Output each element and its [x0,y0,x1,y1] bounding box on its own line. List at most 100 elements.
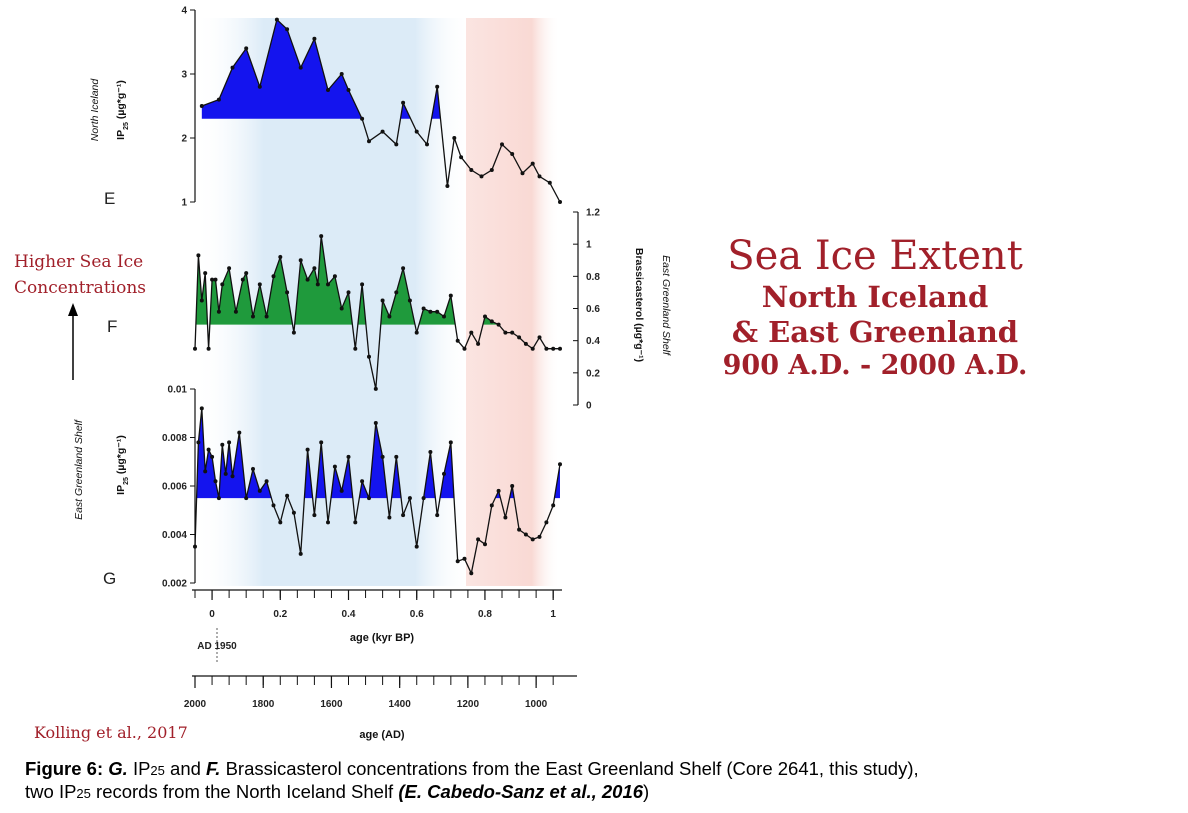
overlay-title-main: Sea Ice Extent [727,233,1023,279]
panel-g-fill-segment [304,449,313,499]
panel-g-fill-segment [315,442,326,499]
panel-g-data-point [462,556,467,561]
panel-g-data-point [442,471,446,476]
panel-f-data-point [367,354,371,359]
panel-g-data-point [319,440,324,445]
panel-e-letter: E [104,189,115,208]
panel-f-data-point [339,306,344,311]
kyr-tick-label: 0.8 [478,609,492,620]
panel-f-ytick-label: 1 [586,240,592,251]
panel-f-fill-segment [419,295,456,325]
x-axis-age-ad: 2000 1800 1600 1400 1200 1000 age (AD) [184,675,577,741]
panel-f-data-point [510,330,515,335]
panel-g-fill-segment [440,442,455,499]
panel-g-data-point [421,496,426,501]
panel-g-fill-segment [423,452,436,499]
panel-e-data-point [230,65,235,70]
panel-e-data-point [520,171,525,176]
panel-e-points [199,17,562,204]
panel-f-ylabel-region: East Greenland Shelf [660,255,672,356]
panel-e-fill-segment [431,86,441,119]
panel-g-data-point [244,496,249,501]
panel-f-data-point [216,309,221,314]
panel-e-ylabel: IP25 (µg*g⁻¹) [115,80,130,140]
panel-g-ytick-label: 0.004 [162,530,187,541]
panel-f-data-point [319,234,324,239]
panel-g-ytick-label: 0.006 [162,482,187,493]
overlay-title-block: Sea Ice Extent North Iceland & East Gree… [700,232,1050,382]
panel-e-ytick-label: 2 [181,134,187,145]
panel-f-data-point [193,346,197,351]
panel-f-data-point [455,338,460,343]
panel-f-data-point [517,335,522,340]
panel-g-fill-segment [218,432,247,499]
panel-g-data-point [346,454,351,459]
panel-f-data-point [530,346,535,351]
panel-g-data-point [223,471,228,476]
caption-label: Figure 6: [25,758,104,779]
panel-f-data-point [213,277,218,282]
panel-f-data-point [435,309,440,314]
note-line-1: Higher Sea Ice [14,252,144,272]
panel-g-fill-segment [368,422,388,499]
panel-e-data-point [298,65,303,70]
panel-g-data-point [544,520,549,525]
figure-caption: Figure 6: G. IP25 and F. Brassicasterol … [25,757,1185,804]
note-line-2: Concentrations [14,277,146,298]
panel-f-data-point [401,266,406,271]
panel-f-data-point [360,282,365,287]
panel-g-data-point [448,440,453,445]
panel-f-ytick-label: 0.4 [586,336,600,347]
panel-g-data-point [489,503,494,508]
panel-e-data-point [360,116,365,121]
panel-f-data-point [544,346,549,351]
panel-f-ytick-label: 1.2 [586,208,600,219]
panel-e-ylabel-region: North Iceland [89,78,101,142]
panel-e-data-point [312,36,317,41]
panel-e-data-point [257,84,262,89]
panel-f-data-point [227,266,232,271]
panel-g-data-point [551,503,556,508]
panel-f-data-point [244,271,249,276]
panel-e-ytick-label: 4 [181,6,187,17]
panel-e-data-point [339,72,344,76]
panel-f-data-point [291,330,296,335]
panel-f-data-point [489,319,494,324]
panel-g-data-point [496,488,501,493]
panel-f-fill-segment [195,255,208,325]
panel-f-ytick-label: 0.8 [586,272,600,283]
panel-f-data-point [346,290,351,295]
kyr-axis-title: age (kyr BP) [350,632,415,644]
panel-f-data-point [298,258,303,263]
panel-f-data-point [332,274,337,279]
panel-g-data-point [210,454,215,459]
panel-f-data-point [394,290,399,295]
caption-text-2: Brassicasterol concentrations from the E… [220,758,919,779]
panel-g-data-point [373,421,378,425]
caption-g-letter: G. [108,758,128,779]
panel-f-data-point [380,298,385,303]
panel-g-data-point [220,442,225,447]
panel-g-data-point [503,515,508,520]
panel-f-data-point [503,330,508,335]
panel-g-series-line [194,408,561,576]
panel-f-east-greenland-brassicasterol: 0 0.2 0.4 0.6 0.8 1 1.2 F East Greenland Shelf… [107,208,672,412]
caption-ref: (E. Cabedo-Sanz et al., 2016 [398,781,644,803]
panel-g-ylabel-region: East Greenland Shelf [73,419,85,520]
panel-f-data-point [251,314,255,319]
panel-g-ytick-label: 0.01 [168,385,188,396]
panel-g-data-point [387,515,392,520]
panel-g-data-point [196,440,201,445]
panel-g-data-point [360,479,365,484]
panel-g-data-point [510,484,515,488]
panel-g-ytick-label: 0.008 [162,433,187,444]
panel-g-points [193,406,562,576]
caption-close: ) [643,781,650,803]
panel-e-data-point [326,88,330,92]
panel-f-data-point [421,306,426,311]
panel-g-data-point [285,493,290,498]
caption-text-3: two [25,781,59,803]
panel-f-data-point [414,330,419,335]
panel-f-data-point [326,282,330,287]
ad-tick-label: 1200 [457,699,480,710]
